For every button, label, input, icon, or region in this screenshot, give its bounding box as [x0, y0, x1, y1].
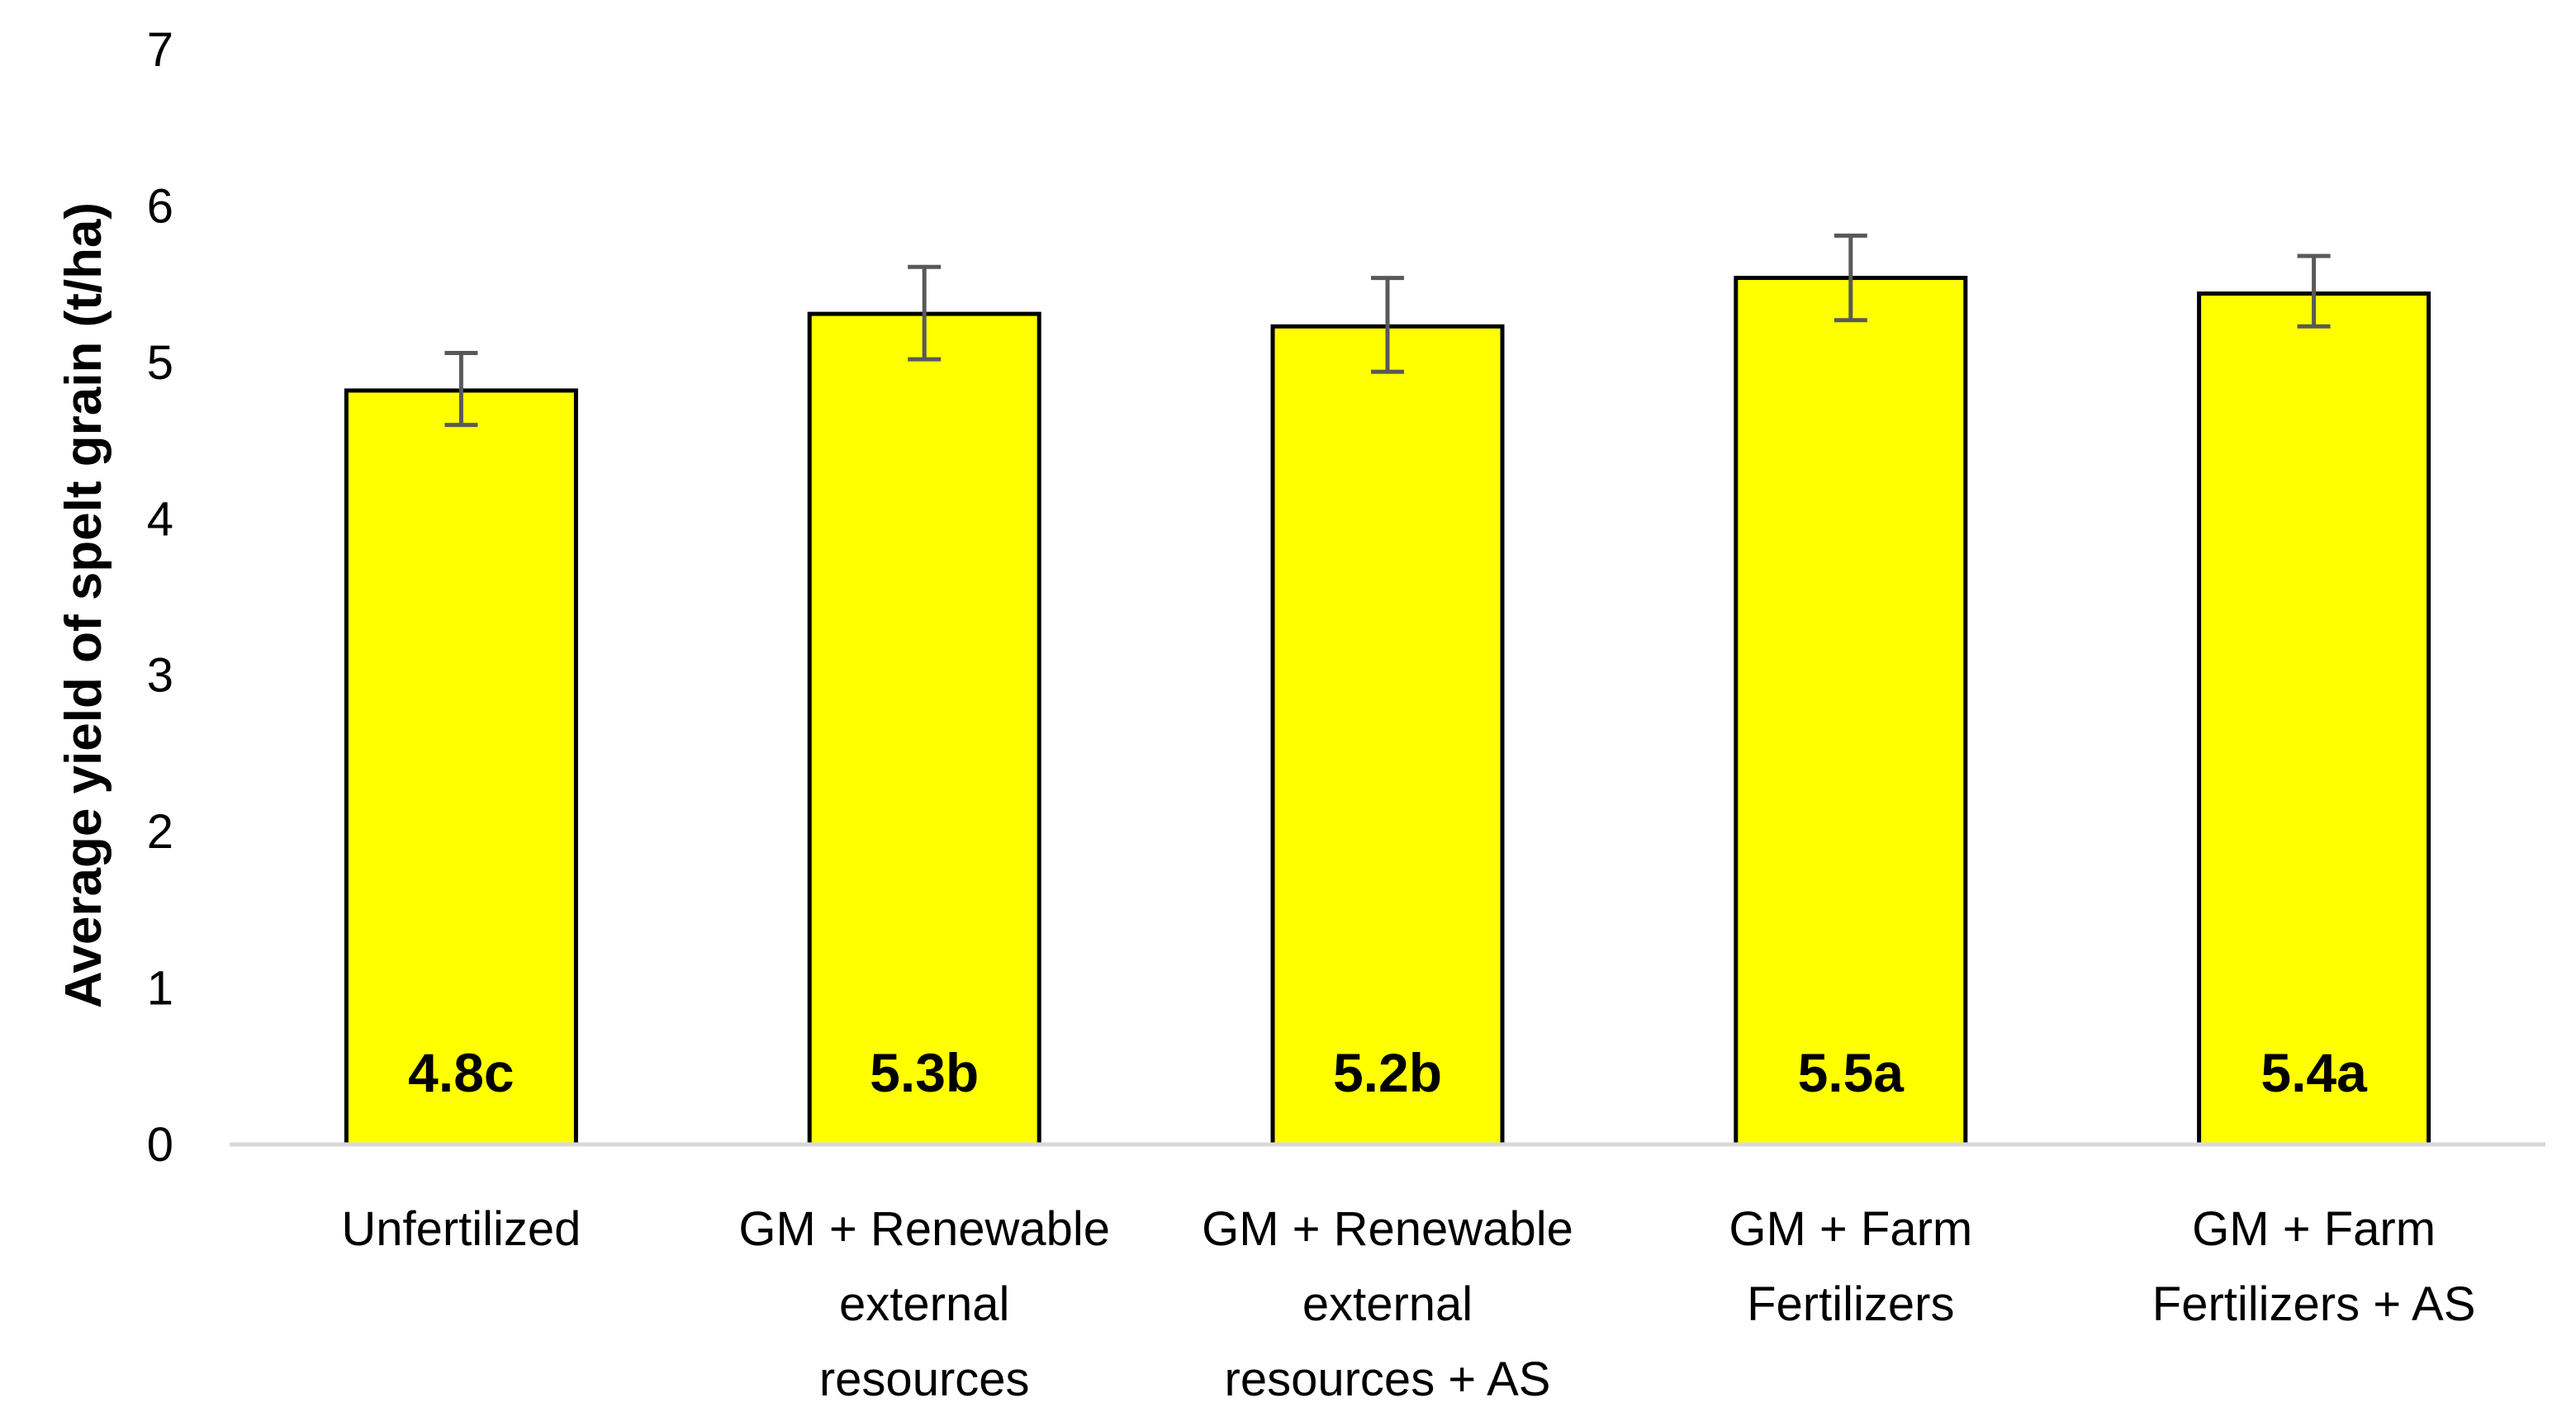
x-tick-label-line: external [839, 1277, 1009, 1331]
x-tick-label-line: GM + Renewable [738, 1202, 1110, 1256]
data-label: 5.5a [1798, 1042, 1905, 1103]
data-label: 4.8c [408, 1042, 514, 1103]
bar [807, 311, 1041, 1147]
error-bars [444, 233, 2331, 428]
x-tick-label: GM + Renewable external resources + AS [1202, 1202, 1573, 1406]
x-tick-label-line: resources + AS [1225, 1353, 1551, 1406]
x-tick-label-line: GM + Renewable [1202, 1202, 1573, 1256]
y-axis-title: Average yield of spelt grain (t/ha) [55, 202, 112, 1008]
error-bar [1371, 276, 1404, 374]
data-label: 5.2b [1333, 1042, 1442, 1103]
y-tick-label: 0 [147, 1118, 173, 1172]
x-tick-label: Unfertilized [341, 1202, 581, 1256]
error-bar [2297, 253, 2331, 329]
data-label: 5.3b [870, 1042, 979, 1103]
x-tick-label-line: GM + Farm [2192, 1202, 2436, 1256]
x-tick-label: GM + Renewable external resources [738, 1202, 1110, 1406]
y-tick-label: 2 [147, 805, 173, 859]
x-axis-labels: Unfertilized GM + Renewable external resour… [341, 1202, 2475, 1406]
error-bar [444, 350, 478, 428]
x-tick-label-line: external [1302, 1277, 1473, 1331]
y-tick-label: 1 [147, 962, 173, 1016]
x-tick-label: GM + Farm Fertilizers [1729, 1202, 1972, 1331]
x-tick-label: GM + Farm Fertilizers + AS [2152, 1202, 2476, 1331]
error-bar [1834, 233, 1867, 323]
data-labels: 4.8c 5.3b 5.2b 5.5a 5.4a [408, 1042, 2368, 1103]
bar [1270, 324, 1505, 1147]
x-tick-label-line: Fertilizers [1747, 1277, 1954, 1331]
data-label: 5.4a [2261, 1042, 2368, 1103]
x-tick-label-line: Fertilizers + AS [2152, 1277, 2476, 1331]
y-tick-label: 3 [147, 649, 173, 703]
bar [2197, 291, 2431, 1147]
x-tick-label-line: Unfertilized [341, 1202, 581, 1256]
y-axis-ticks: 0 1 2 3 4 5 6 7 [147, 23, 173, 1172]
error-bar [908, 264, 942, 362]
y-tick-label: 7 [147, 23, 173, 77]
y-tick-label: 4 [147, 492, 173, 546]
bar [1734, 276, 1968, 1147]
bars [344, 276, 2431, 1147]
x-tick-label-line: GM + Farm [1729, 1202, 1972, 1256]
bar [344, 388, 578, 1147]
y-tick-label: 6 [147, 179, 173, 233]
y-tick-label: 5 [147, 336, 173, 390]
x-tick-label-line: resources [819, 1353, 1030, 1406]
